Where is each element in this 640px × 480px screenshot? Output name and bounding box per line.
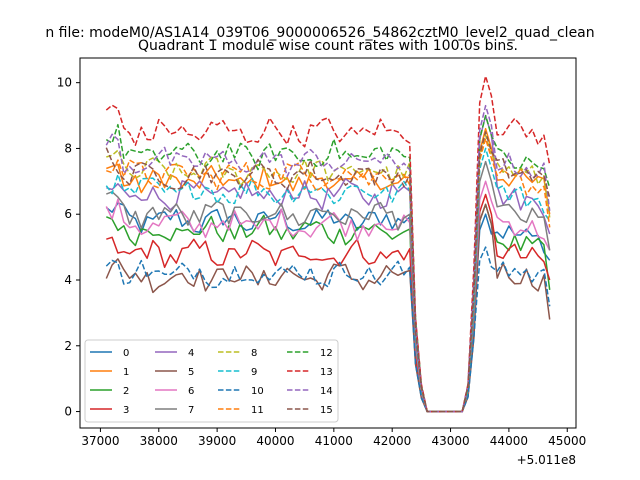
y-tick-label: 0	[64, 405, 72, 419]
x-tick-label: 40000	[256, 434, 294, 448]
y-tick-label: 8	[64, 141, 72, 155]
legend-label-4: 4	[188, 348, 194, 359]
y-tick-label: 4	[64, 273, 72, 287]
legend-label-15: 15	[320, 405, 333, 416]
series-line-15	[105, 131, 551, 413]
legend-label-11: 11	[251, 405, 264, 416]
series-line-8	[106, 134, 551, 413]
x-tick-label: 41000	[315, 434, 353, 448]
legend-label-8: 8	[251, 348, 257, 359]
plot-lines	[105, 75, 551, 413]
x-tick-label: 43000	[431, 434, 469, 448]
y-tick-label: 10	[57, 76, 72, 90]
x-tick-label: 37000	[81, 434, 119, 448]
x-tick-label: 44000	[490, 434, 528, 448]
legend-label-10: 10	[251, 386, 264, 397]
legend-label-5: 5	[188, 367, 194, 378]
y-tick-label: 6	[64, 207, 72, 221]
axes-frame	[79, 57, 577, 429]
x-axis-ticks: 37000 38000 39000 40000 41000 42000 43000 44000…	[81, 428, 586, 448]
series-line-10	[105, 246, 551, 413]
legend-label-14: 14	[320, 386, 333, 397]
legend-label-1: 1	[123, 367, 129, 378]
chart-title: Quadrant 1 module wise count rates with …	[138, 38, 518, 54]
series-line-11	[106, 137, 551, 413]
legend-label-9: 9	[251, 367, 257, 378]
legend-box	[84, 339, 339, 423]
legend-label-12: 12	[320, 348, 333, 359]
legend-label-13: 13	[320, 367, 333, 378]
legend-label-3: 3	[123, 405, 129, 416]
series-line-5	[105, 203, 551, 413]
series-line-14	[105, 104, 551, 413]
y-tick-label: 2	[64, 339, 72, 353]
chart-suptitle: n file: modeM0/AS1A14_039T06_9000006526_…	[45, 25, 594, 41]
legend-label-0: 0	[123, 348, 129, 359]
x-axis-offset-label: +5.011e8	[517, 453, 576, 467]
legend-label-7: 7	[188, 405, 194, 416]
x-tick-label: 42000	[373, 434, 411, 448]
x-tick-label: 39000	[198, 434, 236, 448]
legend-label-6: 6	[188, 386, 194, 397]
legend-label-2: 2	[123, 386, 129, 397]
x-tick-label: 38000	[140, 434, 178, 448]
x-tick-label: 45000	[548, 434, 586, 448]
y-axis-ticks: 0 2 4 6 8 10	[57, 76, 80, 419]
